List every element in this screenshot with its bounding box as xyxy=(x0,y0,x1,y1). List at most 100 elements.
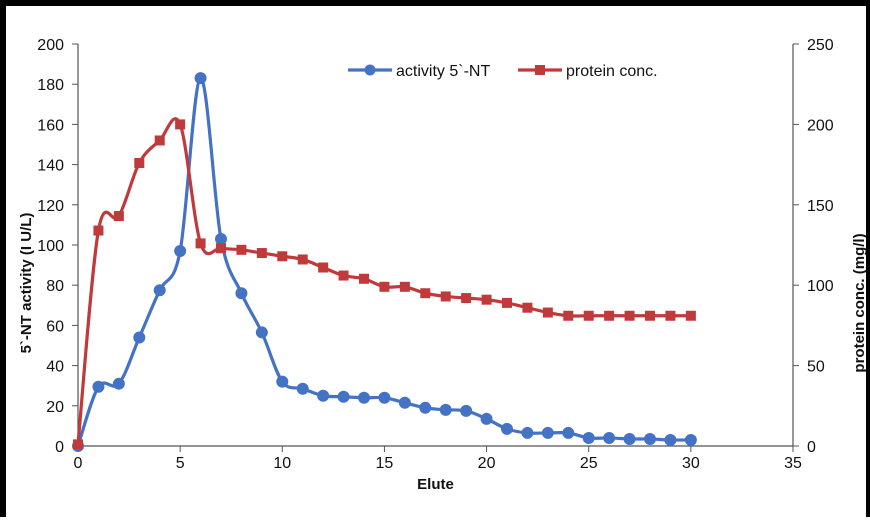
data-point-protein xyxy=(318,262,329,273)
data-point-protein xyxy=(604,310,615,321)
data-point-protein xyxy=(175,119,186,130)
x-tick-label: 5 xyxy=(176,455,185,472)
data-point-protein xyxy=(481,294,492,305)
data-point-activity xyxy=(480,412,493,425)
x-tick-label: 15 xyxy=(376,455,394,472)
y-tick-label-left: 200 xyxy=(37,37,64,54)
legend-item-activity: activity 5`-NT xyxy=(348,63,490,80)
data-point-activity xyxy=(378,391,391,404)
data-point-protein xyxy=(502,297,512,308)
data-point-protein xyxy=(297,254,308,265)
data-point-protein xyxy=(277,251,288,262)
legend-label-activity: activity 5`-NT xyxy=(396,63,490,80)
data-point-activity xyxy=(460,404,473,417)
x-tick-label: 30 xyxy=(682,455,700,472)
series-layer xyxy=(72,72,697,452)
data-point-protein xyxy=(236,244,247,255)
axes-group: 0 5 10 15 20 25 30 35 0 20 40 60 80 100 120 140 160 180 20… xyxy=(37,37,834,472)
y-tick-label-right: 250 xyxy=(807,37,834,54)
data-point-protein xyxy=(665,310,676,321)
data-point-protein xyxy=(461,293,472,304)
data-point-activity xyxy=(623,432,636,445)
data-point-activity xyxy=(501,422,513,435)
y-axis-title-right: protein conc. (mg/l) xyxy=(851,233,866,372)
data-point-activity xyxy=(541,426,554,439)
data-point-activity xyxy=(174,245,187,258)
data-point-protein xyxy=(563,310,574,321)
data-point-protein xyxy=(216,243,226,254)
x-tick-label: 10 xyxy=(273,455,291,472)
data-point-activity xyxy=(194,72,207,85)
x-tick-label: 35 xyxy=(784,455,802,472)
series-protein xyxy=(73,117,696,450)
data-point-protein xyxy=(645,310,655,321)
data-point-protein xyxy=(134,157,145,168)
data-point-activity xyxy=(582,431,595,444)
data-point-activity xyxy=(439,403,452,416)
data-point-activity xyxy=(684,433,697,446)
data-point-activity xyxy=(521,426,534,439)
dual-axis-line-chart: 0 5 10 15 20 25 30 35 0 20 40 60 80 100 120 140 160 180 20… xyxy=(18,37,868,493)
y-tick-label-right: 50 xyxy=(807,359,825,376)
legend-marker-activity xyxy=(364,64,376,76)
y-tick-label-left: 160 xyxy=(37,117,64,134)
y-tick-label-left: 120 xyxy=(37,198,64,215)
y-tick-label-left: 140 xyxy=(37,158,64,175)
legend-item-protein: protein conc. xyxy=(518,63,658,80)
y-tick-label-left: 60 xyxy=(46,318,64,335)
y-tick-label-left: 0 xyxy=(55,439,64,456)
data-point-protein xyxy=(583,310,594,321)
data-point-protein xyxy=(359,273,369,284)
data-point-activity xyxy=(317,389,330,402)
data-point-activity xyxy=(215,232,227,245)
y-axis-title-left: 5`-NT activity (I U/L) xyxy=(18,213,35,354)
x-tick-label: 25 xyxy=(580,455,598,472)
data-point-activity xyxy=(255,326,268,339)
data-point-activity xyxy=(664,433,677,446)
data-point-protein xyxy=(542,307,553,318)
data-point-protein xyxy=(154,135,165,146)
data-point-protein xyxy=(195,238,206,249)
y-tick-label-left: 80 xyxy=(46,278,64,295)
x-tick-label: 0 xyxy=(74,455,83,472)
data-point-protein xyxy=(624,310,635,321)
data-point-activity xyxy=(603,431,616,444)
y-tick-label-right: 150 xyxy=(807,198,834,215)
data-point-activity xyxy=(358,391,370,404)
data-point-activity xyxy=(398,396,411,409)
data-point-activity xyxy=(562,426,575,439)
data-point-activity xyxy=(419,401,432,414)
data-point-activity xyxy=(337,390,350,403)
data-point-protein xyxy=(113,211,124,222)
data-point-protein xyxy=(93,225,104,236)
data-point-activity xyxy=(153,284,166,297)
series-activity xyxy=(72,72,697,452)
x-axis-title: Elute xyxy=(417,476,454,493)
data-point-protein xyxy=(440,291,451,302)
series-line-activity xyxy=(76,76,693,448)
data-point-activity xyxy=(92,380,105,393)
data-point-protein xyxy=(685,310,696,321)
data-point-protein xyxy=(379,281,390,292)
data-point-protein xyxy=(73,439,83,450)
x-tick-label: 20 xyxy=(478,455,496,472)
y-tick-label-right: 100 xyxy=(807,278,834,295)
data-point-activity xyxy=(296,382,309,395)
y-tick-label-left: 180 xyxy=(37,77,64,94)
legend: activity 5`-NT protein conc. xyxy=(348,63,658,80)
y-tick-label-right: 0 xyxy=(807,439,816,456)
y-tick-label-left: 40 xyxy=(46,359,64,376)
data-point-protein xyxy=(522,302,533,313)
data-point-protein xyxy=(399,281,410,292)
y-tick-label-left: 100 xyxy=(37,238,64,255)
data-point-protein xyxy=(256,248,267,259)
data-point-activity xyxy=(112,377,125,390)
legend-label-protein: protein conc. xyxy=(566,63,658,80)
y-tick-label-left: 20 xyxy=(46,399,64,416)
data-point-activity xyxy=(235,287,248,300)
legend-marker-protein xyxy=(535,65,545,75)
data-point-activity xyxy=(276,375,289,388)
data-point-activity xyxy=(133,331,146,344)
y-tick-label-right: 200 xyxy=(807,117,834,134)
